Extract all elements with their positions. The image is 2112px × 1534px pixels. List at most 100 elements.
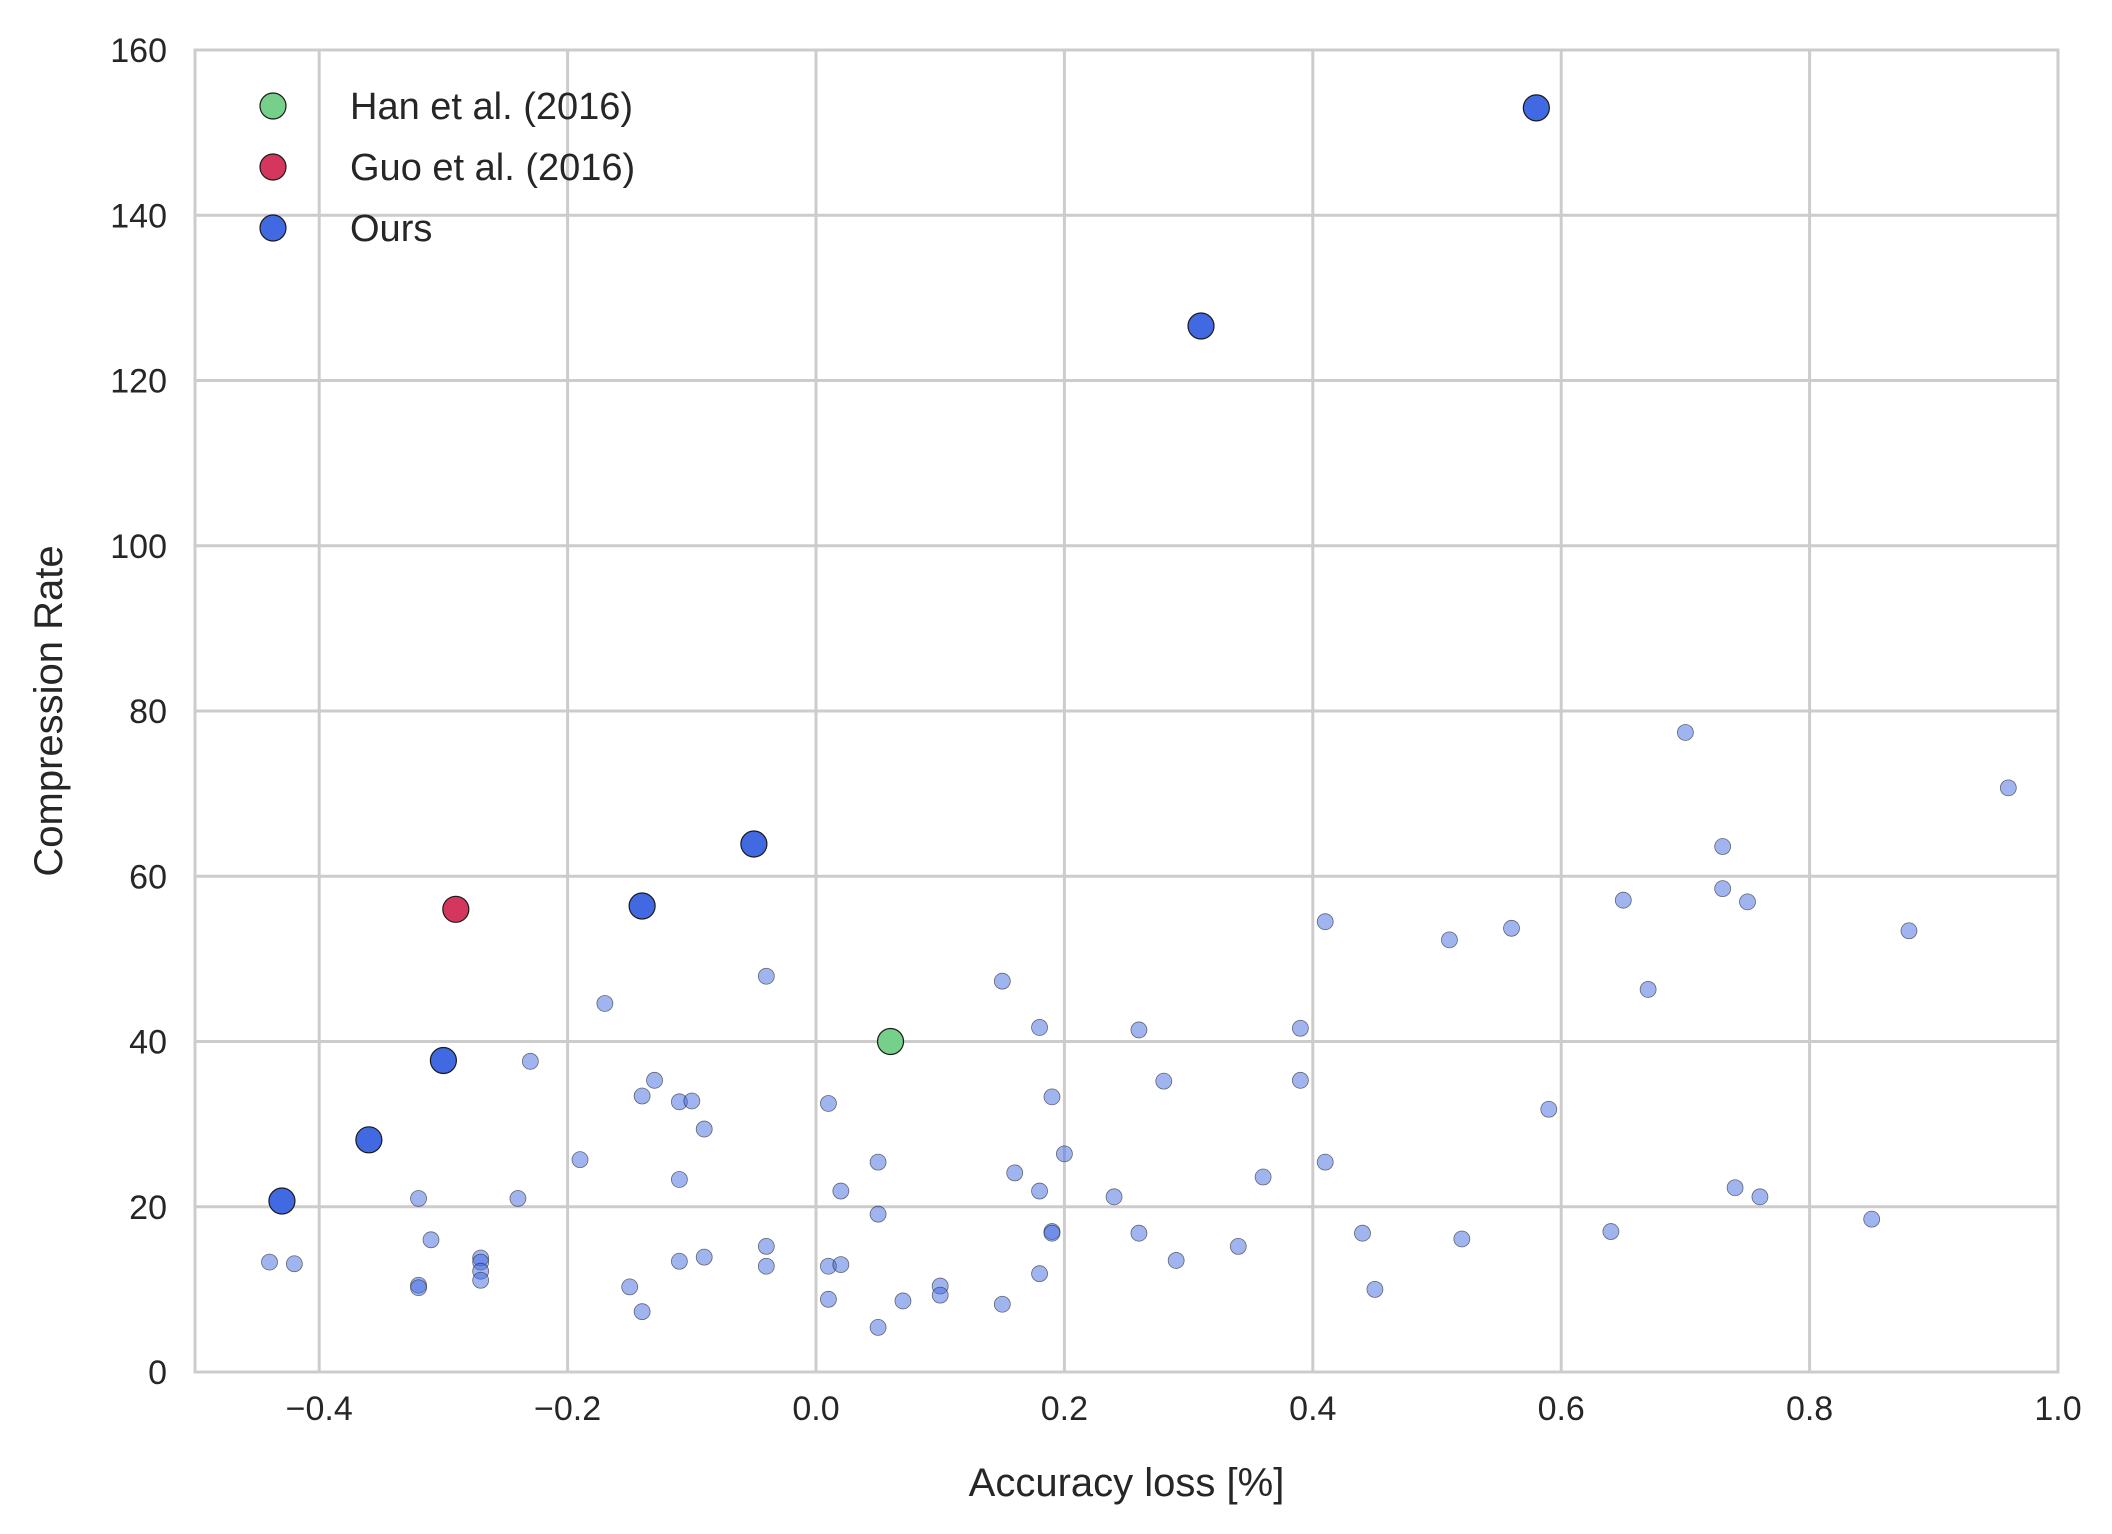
legend-marker [259, 214, 287, 242]
scatter-point-background [646, 1071, 663, 1089]
scatter-point-background [1739, 893, 1756, 911]
x-tick-label: 0.6 [1538, 1390, 1585, 1428]
y-tick-label: 80 [129, 693, 167, 731]
scatter-point-background [695, 1248, 713, 1266]
scatter-point [268, 1187, 296, 1215]
scatter-point-background [1677, 724, 1694, 741]
scatter-point-background [832, 1256, 850, 1273]
scatter-point-background [670, 1171, 688, 1188]
y-tick-label: 100 [110, 528, 167, 566]
scatter-point-background [1999, 779, 2017, 797]
scatter-point-background [1031, 1019, 1048, 1036]
scatter-point-background [1453, 1230, 1471, 1248]
y-tick-label: 160 [110, 32, 167, 70]
y-tick-label: 120 [110, 363, 167, 401]
scatter-point-background [1614, 891, 1632, 909]
scatter-point-background [1155, 1072, 1173, 1090]
scatter-point [1187, 312, 1215, 340]
scatter-point-background [820, 1095, 837, 1112]
scatter-point-background [1043, 1224, 1061, 1242]
plot-frame [193, 48, 2060, 1374]
scatter-point-background [1254, 1168, 1272, 1186]
scatter-point [429, 1046, 457, 1075]
scatter-point-background [820, 1290, 837, 1308]
scatter-point-background [1714, 838, 1732, 855]
scatter-point-background [1751, 1188, 1769, 1206]
scatter-point-background [1602, 1223, 1620, 1240]
legend-label: Han et al. (2016) [350, 86, 633, 128]
y-tick-label: 20 [129, 1189, 167, 1227]
scatter-point-background [1291, 1071, 1309, 1089]
scatter-point-background [1540, 1100, 1558, 1118]
y-tick-label: 140 [110, 197, 167, 235]
x-tick-label: −0.4 [286, 1390, 353, 1428]
scatter-point-background [633, 1303, 651, 1321]
legend-marker [259, 92, 287, 120]
y-tick-label: 0 [148, 1354, 167, 1392]
scatter-point-background [1863, 1210, 1881, 1228]
scatter-point-background [683, 1092, 701, 1110]
legend-marker [259, 153, 287, 181]
scatter-point-background [1130, 1224, 1148, 1242]
scatter-point-background [1316, 913, 1334, 931]
scatter-point [740, 830, 768, 858]
scatter-point-background [1316, 1153, 1334, 1171]
scatter-point-background [993, 1295, 1011, 1313]
x-tick-label: 0.2 [1041, 1390, 1088, 1428]
scatter-point [442, 895, 470, 923]
scatter-point-background [1031, 1265, 1048, 1283]
scatter-point-background [869, 1153, 887, 1171]
scatter-point-background [285, 1255, 303, 1273]
data-points [261, 94, 2017, 1336]
scatter-point-background [757, 967, 775, 985]
y-axis-label: Compression Rate [27, 545, 71, 876]
scatter-point-background [596, 995, 614, 1012]
x-tick-label: 0.4 [1289, 1390, 1336, 1428]
scatter-point-background [1043, 1088, 1061, 1106]
scatter-point-background [1167, 1252, 1185, 1269]
scatter-point-background [422, 1231, 440, 1249]
scatter-point-background [993, 972, 1011, 990]
scatter-point-background [832, 1182, 850, 1200]
scatter-point-background [472, 1271, 490, 1289]
scatter-point-background [931, 1286, 949, 1304]
scatter-point-background [1639, 981, 1657, 998]
scatter-point-background [1130, 1021, 1148, 1039]
scatter-point-background [1714, 880, 1732, 898]
scatter-point [1522, 94, 1550, 122]
scatter-point-background [695, 1120, 713, 1138]
legend-label: Ours [350, 208, 432, 250]
tick-labels: −0.4 −0.2 0.0 0.2 0.4 0.6 0.8 1.0 0 20 40 60 80 100 12… [110, 32, 2081, 1428]
x-axis-label: Accuracy loss [%] [969, 1461, 1285, 1505]
legend-label: Guo et al. (2016) [350, 147, 635, 189]
x-tick-label: 0.8 [1786, 1390, 1833, 1428]
scatter-point-background [1354, 1224, 1371, 1242]
scatter-point-background [410, 1279, 427, 1297]
scatter-point-background [1031, 1182, 1048, 1200]
scatter-point-background [1105, 1188, 1123, 1206]
x-tick-label: −0.2 [534, 1390, 601, 1428]
scatter-point-background [1006, 1164, 1024, 1182]
scatter-point-background [1229, 1238, 1247, 1255]
scatter-point-background [1726, 1179, 1744, 1197]
scatter-point [355, 1126, 383, 1154]
scatter-point-background [509, 1190, 527, 1207]
scatter-point-background [757, 1257, 775, 1275]
scatter-point-background [1441, 931, 1458, 949]
scatter-point-background [1366, 1280, 1384, 1298]
scatter-point-background [1503, 919, 1520, 937]
y-tick-label: 40 [129, 1024, 167, 1062]
scatter-point-background [1056, 1145, 1073, 1163]
scatter-point [628, 892, 656, 920]
scatter-point-background [869, 1205, 887, 1223]
scatter-point-background [1291, 1019, 1309, 1037]
x-tick-label: 1.0 [2034, 1390, 2081, 1428]
scatter-point-background [1900, 922, 1918, 940]
scatter-point-background [571, 1151, 589, 1169]
scatter-point-background [261, 1253, 278, 1271]
legend: Han et al. (2016) Guo et al. (2016) Ours [259, 86, 635, 250]
scatter-point-background [633, 1087, 651, 1105]
scatter-point-background [410, 1190, 427, 1207]
